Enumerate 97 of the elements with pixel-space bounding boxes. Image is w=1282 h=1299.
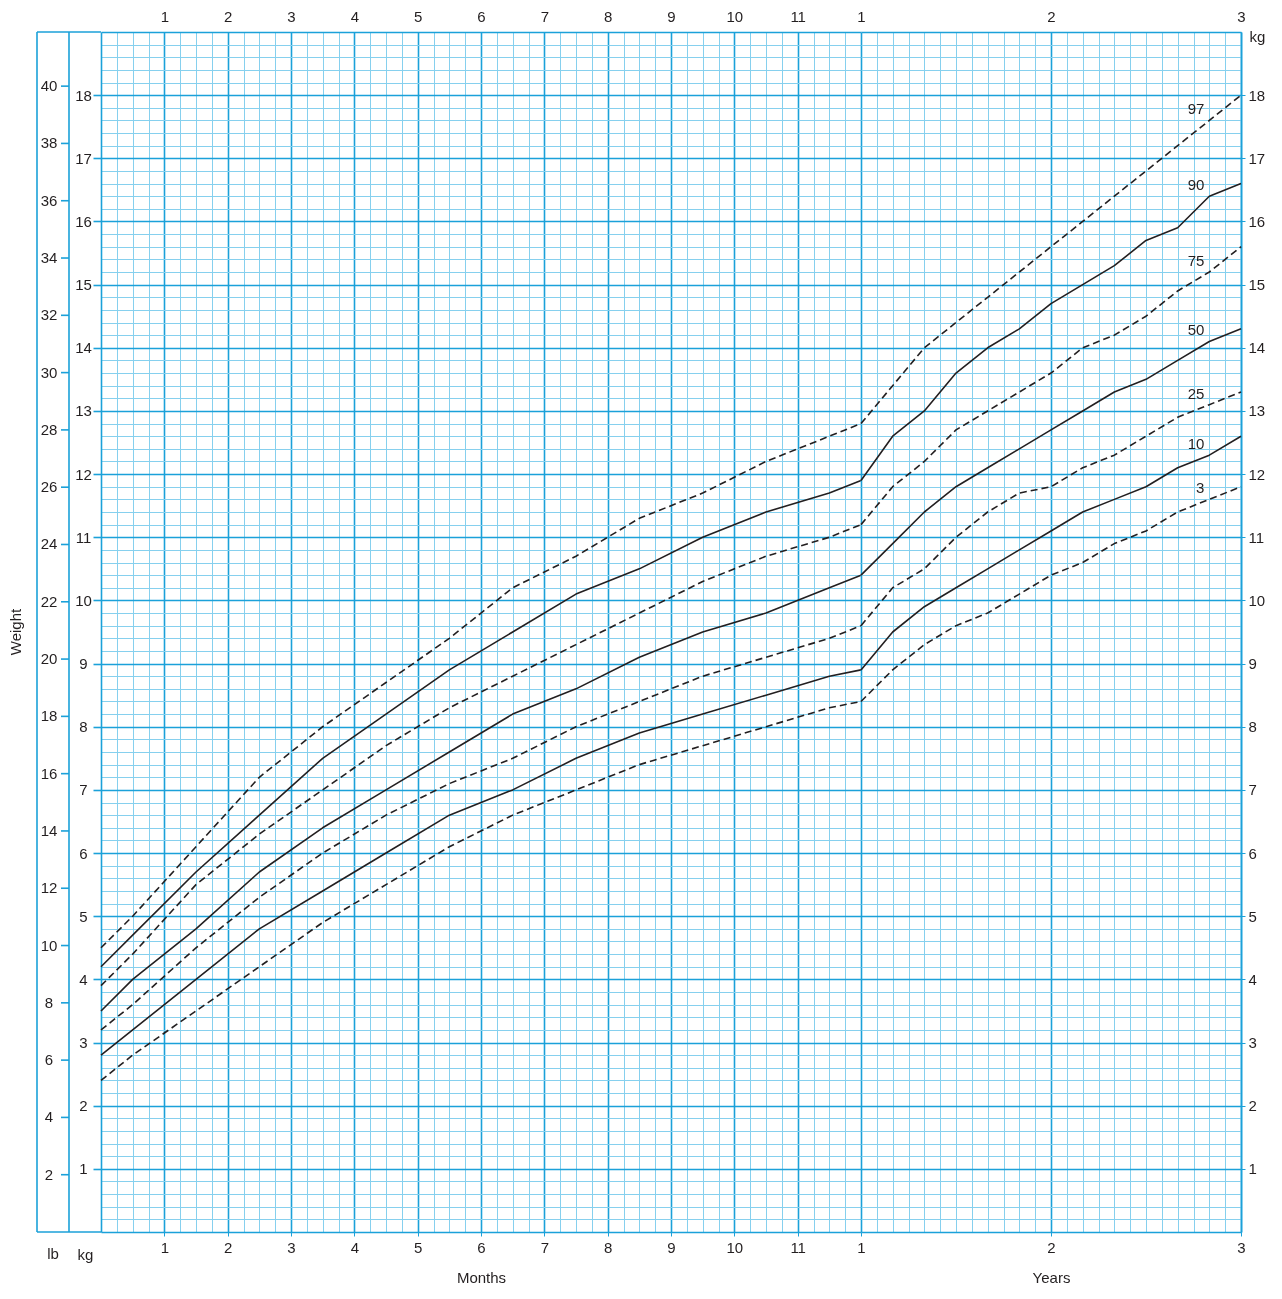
x2-tick-label: 5 bbox=[413, 7, 423, 25]
x2-tick-label: 3 bbox=[1237, 7, 1246, 25]
y2-axis-title: lb bbox=[47, 1245, 59, 1262]
y-tick-label: 12 bbox=[75, 465, 92, 483]
series-label: 97 bbox=[1187, 100, 1205, 118]
y-tick-label: 14 bbox=[75, 339, 92, 357]
x-tick-label: 2 bbox=[1047, 1238, 1056, 1256]
y2-tick-label: 10 bbox=[40, 936, 58, 954]
x2-tick-label: 3 bbox=[287, 7, 296, 25]
y-tick-label: 3 bbox=[79, 1034, 88, 1052]
y2-tick-label: 36 bbox=[40, 191, 58, 209]
y-tick-label: 8 bbox=[1248, 718, 1257, 736]
y-tick-label: 4 bbox=[79, 970, 88, 988]
y-tick-label: 18 bbox=[75, 86, 92, 104]
x-tick-label: 7 bbox=[540, 1238, 550, 1256]
x2-tick-label: 11 bbox=[790, 7, 806, 25]
y-tick-label: 15 bbox=[75, 276, 92, 294]
x2-tick-label: 9 bbox=[667, 7, 676, 25]
y-tick-label: 15 bbox=[1248, 276, 1266, 294]
y2-tick-label: 24 bbox=[40, 535, 58, 553]
series-label: 50 bbox=[1187, 321, 1205, 339]
y2-tick-label: 18 bbox=[40, 707, 58, 725]
x-tick-label: 5 bbox=[413, 1238, 423, 1256]
y-tick-label: 5 bbox=[79, 907, 88, 925]
x2-tick-label: 4 bbox=[350, 7, 360, 25]
x-tick-label: 4 bbox=[350, 1238, 360, 1256]
y-tick-label: 14 bbox=[1248, 339, 1266, 357]
x-tick-label: 3 bbox=[287, 1238, 296, 1256]
x2-tick-label: 8 bbox=[603, 7, 613, 25]
x2-tick-label: 7 bbox=[540, 7, 550, 25]
x2-tick-label: 6 bbox=[477, 7, 486, 25]
y2-tick-label: 16 bbox=[40, 764, 58, 782]
y-tick-label: 9 bbox=[1248, 655, 1257, 673]
y2-tick-label: 14 bbox=[40, 821, 58, 839]
x2-tick-label: 1 bbox=[160, 7, 170, 25]
y2-tick-label: 6 bbox=[44, 1051, 54, 1069]
y-tick-label: 6 bbox=[1248, 844, 1257, 862]
y-tick-label: 5 bbox=[1248, 907, 1257, 925]
y2-tick-label: 8 bbox=[44, 993, 54, 1011]
x-tick-label: 2 bbox=[223, 1238, 233, 1256]
series-label: 75 bbox=[1187, 252, 1205, 269]
y-tick-label: 10 bbox=[1248, 591, 1266, 609]
y-tick-label: 7 bbox=[79, 781, 88, 799]
y-tick-label: 1 bbox=[1248, 1160, 1257, 1178]
y-tick-label: 1 bbox=[79, 1160, 88, 1178]
x-tick-label: 6 bbox=[477, 1238, 486, 1256]
y-tick-label: 18 bbox=[1248, 86, 1266, 104]
y2-tick-label: 38 bbox=[40, 134, 58, 152]
x-tick-label: 9 bbox=[667, 1238, 676, 1256]
y-axis-title: kg bbox=[77, 1245, 94, 1263]
y2-tick-label: 28 bbox=[40, 420, 58, 438]
y-tick-label: 9 bbox=[79, 655, 88, 673]
y2-tick-label: 22 bbox=[40, 592, 58, 610]
y2-tick-label: 4 bbox=[44, 1108, 54, 1126]
x2-tick-label: 10 bbox=[726, 7, 744, 25]
series-label: 10 bbox=[1187, 435, 1205, 453]
y-tick-label: 17 bbox=[1248, 149, 1266, 167]
series-label: 25 bbox=[1187, 384, 1205, 402]
x2-tick-label: 2 bbox=[1047, 7, 1056, 25]
x-axis-title: Years bbox=[1032, 1268, 1071, 1286]
x2-tick-label: 2 bbox=[223, 7, 233, 25]
y-tick-label: 17 bbox=[75, 149, 92, 167]
y-tick-label: 7 bbox=[1248, 781, 1257, 799]
y2-tick-label: 12 bbox=[40, 879, 58, 897]
y-tick-label: 8 bbox=[79, 718, 88, 736]
y-tick-label: 11 bbox=[1248, 528, 1265, 546]
y-tick-label: 13 bbox=[1248, 402, 1266, 420]
y2-tick-label: 2 bbox=[44, 1165, 54, 1183]
y-tick-label: 11 bbox=[75, 528, 92, 546]
x2-tick-label: 1 bbox=[857, 7, 866, 25]
x-axis-title: Months bbox=[456, 1268, 507, 1286]
x-tick-label: 10 bbox=[726, 1238, 744, 1256]
y-tick-label: 16 bbox=[75, 212, 92, 230]
y-axis-title: kg bbox=[1249, 27, 1266, 45]
y-tick-label: 4 bbox=[1248, 970, 1257, 988]
y2-tick-label: 32 bbox=[40, 306, 58, 324]
y2-tick-label: 40 bbox=[40, 77, 58, 95]
y2-tick-label: 26 bbox=[40, 478, 58, 496]
y-tick-label: 10 bbox=[75, 591, 92, 609]
y-tick-label: 16 bbox=[1248, 212, 1266, 230]
y2-tick-label: 20 bbox=[40, 650, 58, 668]
y2-tick-label: 30 bbox=[40, 363, 58, 381]
y-tick-label: 2 bbox=[79, 1097, 88, 1115]
x-tick-label: 1 bbox=[857, 1238, 866, 1256]
series-label: 3 bbox=[1195, 479, 1205, 497]
y-tick-label: 3 bbox=[1248, 1034, 1257, 1052]
text: Weight bbox=[7, 607, 24, 656]
y2-tick-label: 34 bbox=[40, 249, 58, 267]
y-tick-label: 12 bbox=[1248, 465, 1266, 483]
x-tick-label: 1 bbox=[160, 1238, 170, 1256]
x-tick-label: 8 bbox=[603, 1238, 613, 1256]
y-tick-label: 6 bbox=[79, 844, 88, 862]
y-tick-label: 13 bbox=[75, 402, 92, 420]
x-tick-label: 3 bbox=[1237, 1238, 1246, 1256]
x-tick-label: 11 bbox=[790, 1238, 806, 1256]
y-tick-label: 2 bbox=[1248, 1097, 1257, 1115]
series-label: 90 bbox=[1187, 176, 1205, 194]
